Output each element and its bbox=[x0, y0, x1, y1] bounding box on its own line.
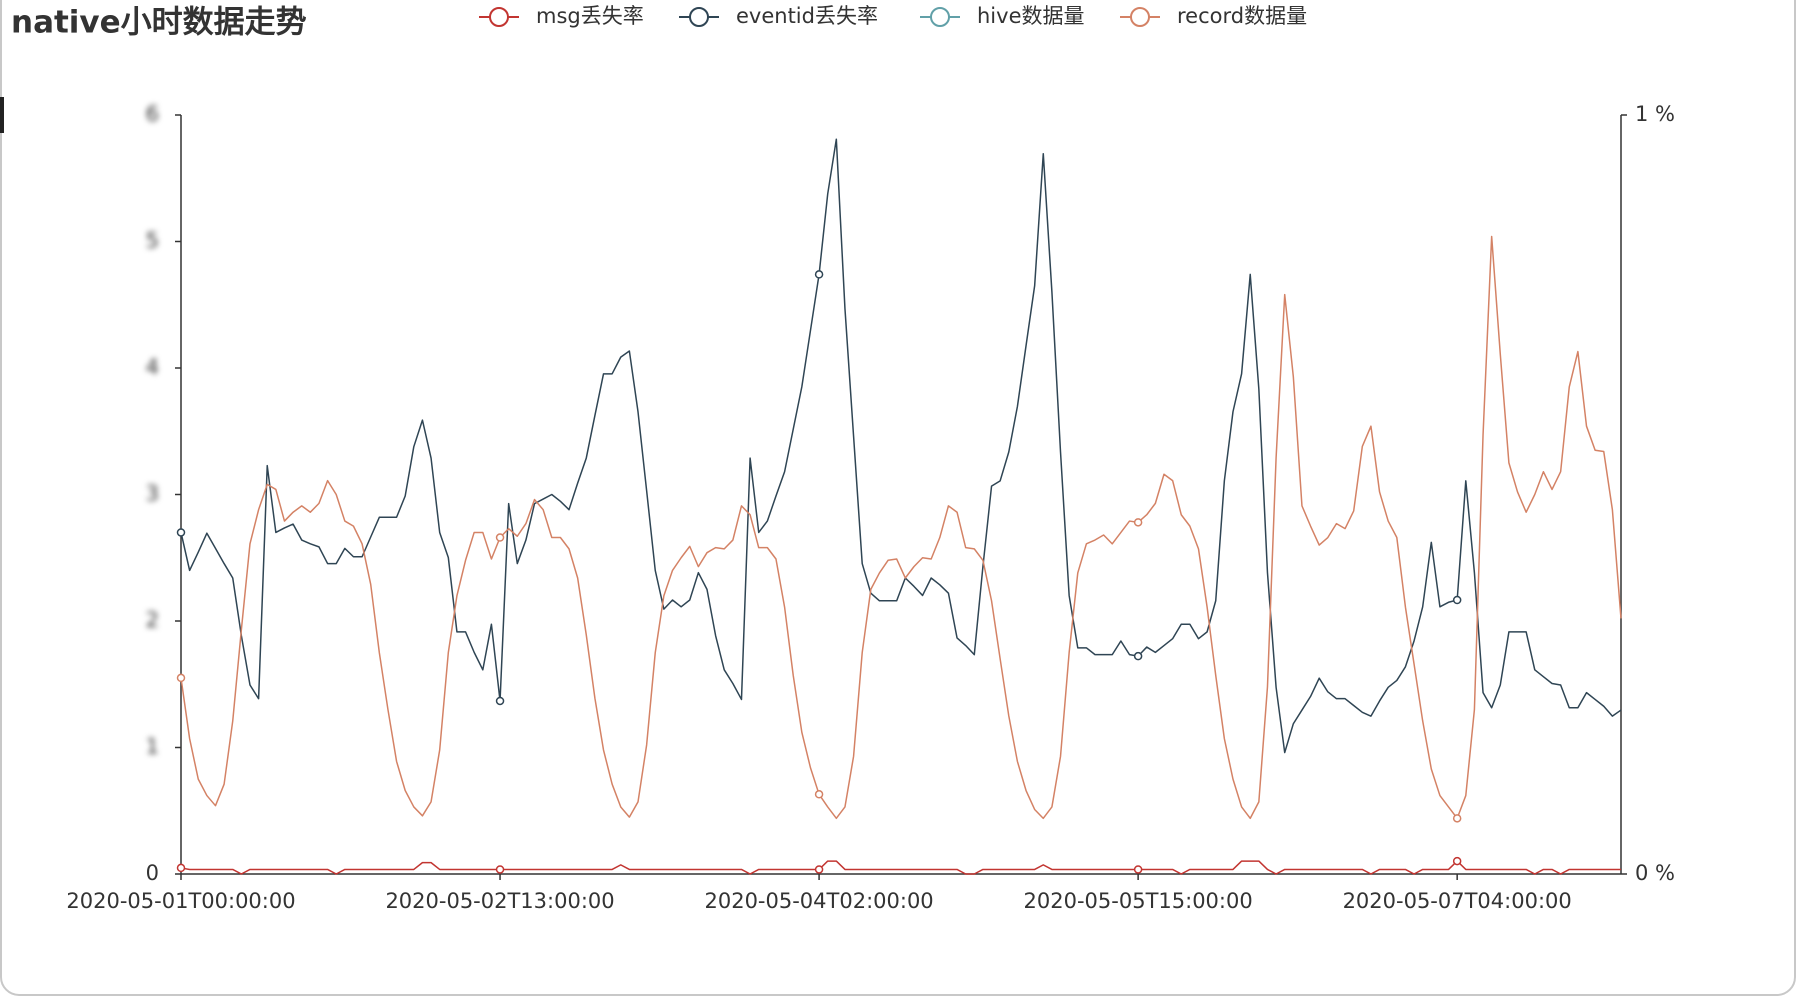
x-tick-label: 2020-05-02T13:00:00 bbox=[385, 889, 614, 913]
series-line bbox=[180, 235, 1622, 820]
series-line bbox=[180, 860, 1621, 875]
series-point bbox=[1452, 856, 1462, 866]
legend-item: eventid丢失率 bbox=[679, 4, 878, 28]
series-point bbox=[495, 533, 505, 542]
y-tick-label: 0 bbox=[146, 861, 159, 885]
legend-symbol bbox=[1130, 7, 1150, 27]
y-tick-label: 6 bbox=[146, 102, 159, 126]
y-tick-label: 5 bbox=[146, 229, 159, 253]
y-tick-label: 2 bbox=[146, 608, 159, 632]
series-point bbox=[1133, 865, 1143, 874]
series-point bbox=[1133, 518, 1143, 527]
series-point bbox=[176, 528, 186, 537]
y2-tick-label: 1 % bbox=[1635, 102, 1675, 126]
series-point bbox=[176, 863, 186, 873]
series-point bbox=[176, 673, 186, 683]
legend-item: record数据量 bbox=[1120, 4, 1307, 28]
series-point bbox=[495, 696, 505, 706]
legend-symbol bbox=[689, 7, 709, 27]
y-tick-label: 4 bbox=[146, 355, 159, 379]
series-point bbox=[1452, 814, 1462, 823]
y-tick-label: 3 bbox=[146, 482, 159, 506]
x-tick-label: 2020-05-05T15:00:00 bbox=[1024, 889, 1253, 913]
series-point bbox=[814, 790, 824, 799]
y2-tick-label: 0 % bbox=[1635, 861, 1675, 885]
legend-item: hive数据量 bbox=[920, 4, 1085, 28]
series-line bbox=[180, 138, 1622, 754]
y-tick-label: 1 bbox=[146, 735, 159, 759]
legend-item: msg丢失率 bbox=[479, 4, 644, 28]
series-point bbox=[1452, 595, 1462, 605]
legend-symbol bbox=[489, 7, 509, 27]
series-point bbox=[814, 270, 824, 279]
series-point bbox=[1133, 651, 1143, 661]
x-tick-label: 2020-05-01T00:00:00 bbox=[66, 889, 295, 913]
legend-symbol bbox=[930, 7, 950, 27]
x-tick-label: 2020-05-07T04:00:00 bbox=[1343, 889, 1572, 913]
window-edge bbox=[0, 97, 4, 133]
legend-label: msg丢失率 bbox=[536, 4, 644, 28]
series-point bbox=[495, 865, 505, 874]
legend-label: record数据量 bbox=[1177, 4, 1307, 28]
chart-title: native小时数据走势 bbox=[11, 5, 307, 41]
series-point bbox=[814, 865, 824, 874]
x-tick-label: 2020-05-04T02:00:00 bbox=[704, 889, 933, 913]
legend-label: eventid丢失率 bbox=[736, 4, 878, 28]
legend-label: hive数据量 bbox=[977, 4, 1085, 28]
